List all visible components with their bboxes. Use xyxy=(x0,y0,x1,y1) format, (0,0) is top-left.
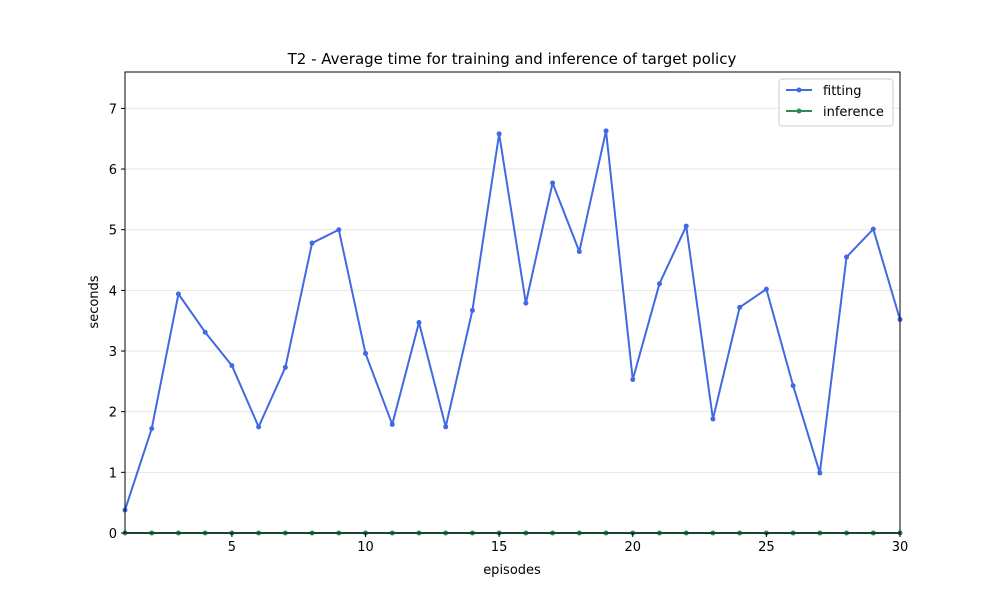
data-point-fitting xyxy=(309,240,315,246)
data-point-fitting xyxy=(576,249,582,255)
data-point-fitting xyxy=(175,291,181,297)
x-tick-label: 15 xyxy=(491,540,508,555)
plot-frame xyxy=(124,71,901,534)
series-layer xyxy=(122,128,903,536)
x-tick-label: 30 xyxy=(892,540,909,555)
y-tick-label: 2 xyxy=(109,406,117,421)
grid-lines xyxy=(125,107,900,534)
data-point-fitting xyxy=(817,470,823,476)
x-axis-title: episodes xyxy=(483,563,541,578)
x-tick-label: 10 xyxy=(357,540,374,555)
legend: fitting inference xyxy=(778,78,894,127)
data-point-fitting xyxy=(443,424,449,430)
x-tick-label: 25 xyxy=(758,540,775,555)
data-point-fitting xyxy=(656,281,662,287)
legend-label-inference: inference xyxy=(823,105,884,120)
y-tick-label: 4 xyxy=(109,284,117,299)
y-tick-label: 0 xyxy=(109,527,117,542)
data-point-fitting xyxy=(630,377,636,383)
data-point-fitting xyxy=(870,226,876,232)
y-tick-label: 5 xyxy=(109,224,117,239)
data-point-fitting xyxy=(737,304,743,310)
data-point-fitting xyxy=(496,131,502,137)
data-point-fitting xyxy=(363,350,369,356)
data-point-fitting xyxy=(149,426,155,432)
data-point-fitting xyxy=(469,307,475,313)
x-tick-label: 20 xyxy=(624,540,641,555)
y-axis-title: seconds xyxy=(87,275,102,328)
data-point-fitting xyxy=(790,383,796,389)
x-tick-label: 5 xyxy=(228,540,236,555)
data-point-fitting xyxy=(523,300,529,306)
legend-label-fitting: fitting xyxy=(823,84,862,99)
data-point-fitting xyxy=(844,254,850,260)
y-tick-label: 1 xyxy=(109,466,117,481)
data-point-fitting xyxy=(229,363,235,369)
y-tick-label: 3 xyxy=(109,345,117,360)
y-tick-label: 7 xyxy=(109,102,117,117)
y-axis: 0 1 2 3 4 5 6 7 xyxy=(109,102,125,542)
legend-marker-fitting xyxy=(796,87,802,93)
series-line-fitting xyxy=(124,129,901,511)
data-point-fitting xyxy=(282,364,288,370)
legend-marker-inference xyxy=(796,108,802,114)
data-point-fitting xyxy=(336,227,342,233)
chart-title: T2 - Average time for training and infer… xyxy=(287,50,737,68)
data-point-fitting xyxy=(202,329,208,335)
data-point-fitting xyxy=(683,223,689,229)
x-axis: 5 10 15 20 25 30 xyxy=(228,533,909,555)
data-point-fitting xyxy=(603,128,609,134)
y-tick-label: 6 xyxy=(109,163,117,178)
data-point-fitting xyxy=(763,286,769,292)
data-point-fitting xyxy=(416,320,422,326)
data-point-fitting xyxy=(256,424,262,430)
data-point-fitting xyxy=(550,180,556,186)
data-point-fitting xyxy=(710,416,716,422)
data-point-fitting xyxy=(389,421,395,427)
